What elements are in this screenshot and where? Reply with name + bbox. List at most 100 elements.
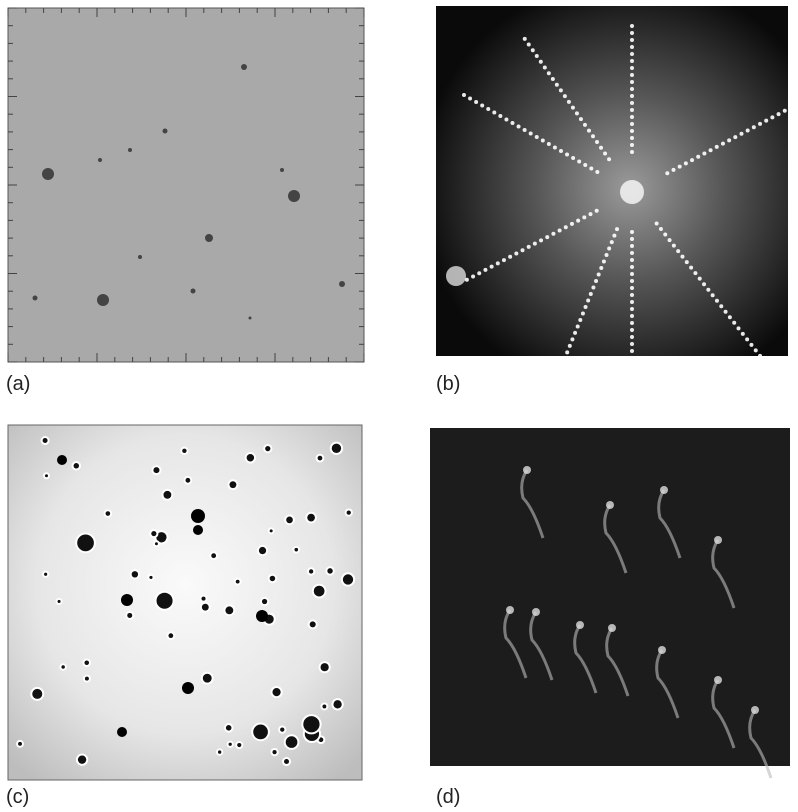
streak-dot <box>569 221 574 226</box>
streak-dot <box>474 100 479 104</box>
smudge <box>532 608 540 616</box>
streak-dot <box>697 276 702 281</box>
streak-dot <box>654 221 659 226</box>
streak-dot <box>504 117 509 122</box>
streak-dot <box>559 363 564 368</box>
streak-dot <box>658 227 663 232</box>
streak-dot <box>776 112 781 117</box>
streak-dot <box>684 260 689 265</box>
streak-dot <box>580 311 585 316</box>
streak-dot <box>539 238 544 243</box>
streak-dot <box>751 125 756 130</box>
spot <box>225 725 232 731</box>
spot <box>280 727 285 732</box>
streak-dot <box>575 324 580 329</box>
smudge <box>748 709 773 779</box>
streak-dot <box>528 131 533 136</box>
smudge <box>603 504 628 574</box>
streak-dot <box>630 244 634 248</box>
panel-label: (b) <box>436 373 460 395</box>
streak-dot <box>758 121 763 126</box>
streak-dot <box>522 128 527 132</box>
streak-dot <box>486 107 491 111</box>
smudge <box>714 536 722 544</box>
streak-dot <box>630 129 634 133</box>
streak-dot <box>727 315 732 320</box>
spot <box>205 234 213 242</box>
streak-dot <box>630 356 634 360</box>
streak-dot <box>615 227 620 232</box>
spot <box>246 454 255 462</box>
streak-dot <box>630 272 634 276</box>
spot <box>163 490 172 499</box>
streak-dot <box>534 135 539 139</box>
streak-dot <box>595 140 600 145</box>
spot <box>256 610 268 622</box>
spot <box>201 603 209 611</box>
streak-dot <box>570 337 575 342</box>
streak-dot <box>589 166 594 171</box>
streak-dot <box>514 251 519 256</box>
streak-dot <box>630 307 634 311</box>
spot <box>346 510 351 515</box>
streak-dot <box>736 326 741 331</box>
spot <box>331 443 342 454</box>
streak-dot <box>788 105 793 110</box>
spot <box>77 534 94 552</box>
smudge <box>660 486 668 494</box>
streak-dot <box>630 328 634 332</box>
spot <box>285 736 298 748</box>
spot <box>61 665 65 669</box>
streak-dot <box>595 170 600 174</box>
spot <box>248 316 252 320</box>
streak-dot <box>552 145 557 150</box>
streak-dot <box>630 108 634 112</box>
streak-dot <box>630 237 634 241</box>
spot <box>193 525 203 535</box>
smudge <box>605 627 630 697</box>
streak-dot <box>464 277 469 282</box>
spot <box>182 448 187 454</box>
streak-dot <box>630 230 634 234</box>
streak-dot <box>565 152 570 157</box>
streak-dot <box>696 154 701 159</box>
streak-dot <box>727 138 732 143</box>
spot <box>201 596 206 601</box>
streak-dot <box>596 272 601 277</box>
streak-dot <box>578 317 583 322</box>
streak-dot <box>630 31 634 35</box>
spot <box>42 168 54 180</box>
streak-dot <box>630 279 634 283</box>
streak-dot <box>565 350 570 355</box>
spot <box>241 64 247 70</box>
streak-dot <box>710 293 715 298</box>
streak-dot <box>749 342 754 347</box>
streak-dot <box>526 42 531 47</box>
streak-dot <box>571 156 576 160</box>
streak-dot <box>576 218 581 223</box>
spot <box>97 294 109 306</box>
smudge <box>529 611 554 681</box>
streak-dot <box>612 233 617 238</box>
streak-dot <box>753 348 758 353</box>
streak-dot <box>693 271 698 276</box>
panel-a-image <box>7 7 365 363</box>
smudge <box>711 679 736 749</box>
spot <box>620 180 644 204</box>
streak-dot <box>630 87 634 91</box>
smudge <box>608 624 616 632</box>
streak-dot <box>745 128 750 133</box>
streak-dot <box>667 238 672 243</box>
spot <box>280 168 284 172</box>
streak-dot <box>558 149 563 153</box>
spot <box>84 660 90 665</box>
streak-dot <box>630 300 634 304</box>
streak-dot <box>558 88 563 93</box>
streak-dot <box>586 128 591 133</box>
streak-dot <box>510 121 515 125</box>
spot <box>42 438 48 444</box>
spot <box>185 477 191 483</box>
streak-dot <box>534 54 539 59</box>
streak-dot <box>594 279 599 284</box>
smudge <box>520 469 545 539</box>
